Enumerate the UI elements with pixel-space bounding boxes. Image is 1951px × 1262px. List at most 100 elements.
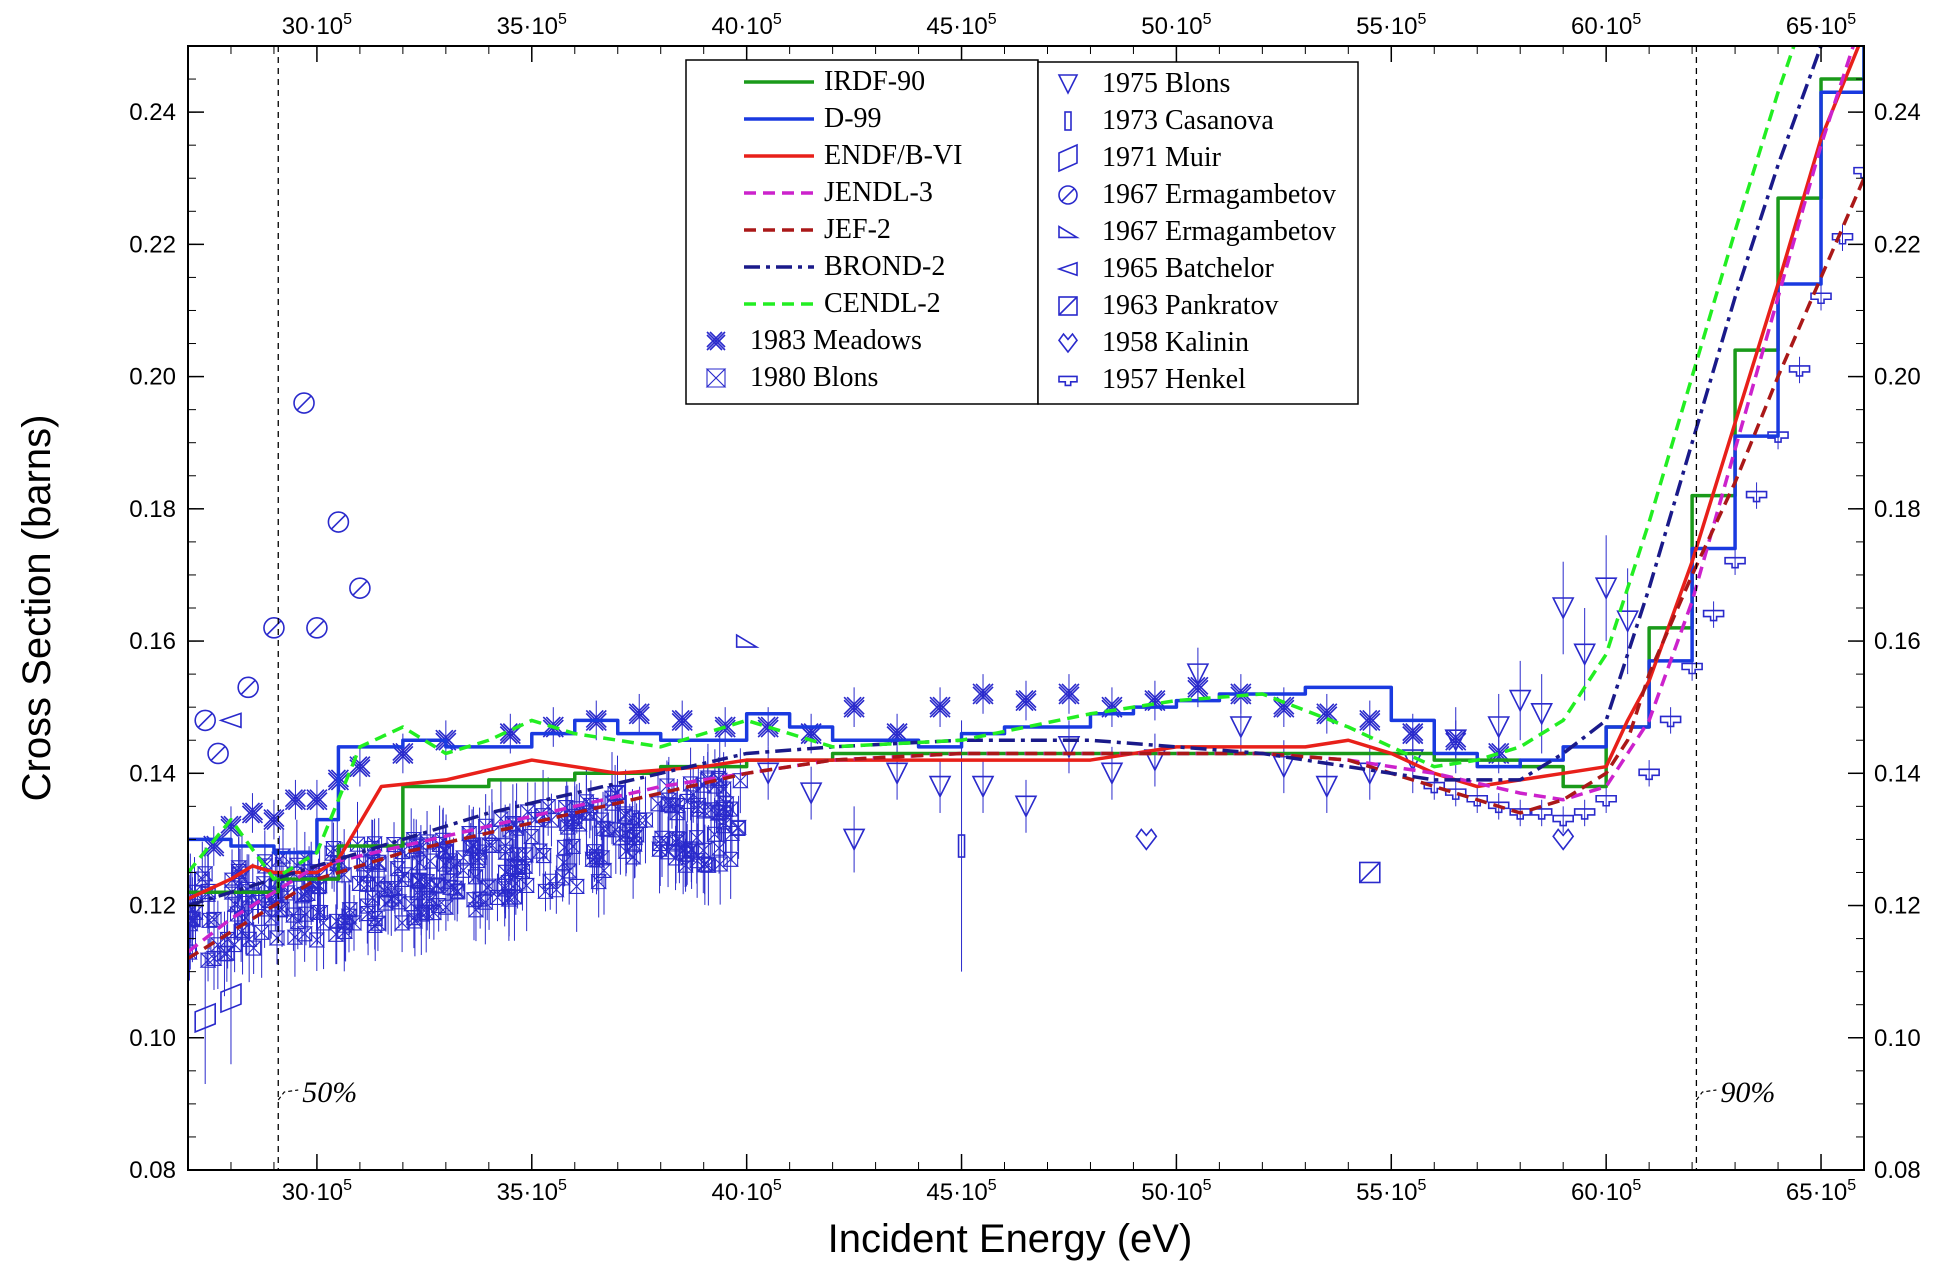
data-point [312,904,329,921]
y-tick-label-left: 0.18 [129,496,176,523]
triangle-marker-path [1315,775,1339,799]
data-point [369,915,387,931]
data-point [194,1002,216,1034]
data-point [1659,715,1682,728]
data-point [971,775,995,799]
y-tick-label-right: 0.12 [1874,893,1921,920]
legend-label: ENDF/B-VI [824,140,962,171]
data-point [548,882,565,898]
henkel-marker-path [1444,788,1467,800]
series-1957-henkel [1423,158,1864,833]
meadows-marker-path [241,802,264,824]
legend-frame [1037,61,1359,405]
x-tick-label-bottom: 50·105 [1141,1177,1211,1206]
bowtie-marker-path [684,786,702,802]
data-point [1144,689,1166,712]
meadows-marker-path [263,809,285,831]
data-point [628,827,645,843]
bowtie-marker-path [500,874,517,891]
triangle-marker-path [842,828,866,852]
data-point [756,762,780,786]
data-point [240,931,258,947]
data-point [928,775,952,799]
y-tick-label-right: 0.14 [1874,760,1921,787]
data-point [555,855,573,871]
data-point [612,830,629,846]
x-tick-label-top: 35·105 [497,11,567,40]
threshold-label: 50% [302,1076,357,1109]
data-point [411,874,429,890]
henkel-marker-path [1466,794,1489,807]
data-point [972,683,994,705]
data-point [284,789,307,811]
y-axis-title: Cross Section (barns) [15,415,59,802]
legend-entry-jef-2: JEF-2 [744,214,891,245]
bowtie-marker-path [522,829,540,845]
bowtie-marker-path [463,837,481,853]
data-point [1595,794,1617,807]
heart-diamond-marker-path [1135,828,1158,851]
bowtie-marker-path [375,882,393,898]
data-point [499,723,521,745]
bowtie-marker-path [653,830,671,846]
henkel-marker-path [1659,715,1682,728]
circle-marker-path [1058,185,1078,205]
triangle-marker-path [971,775,995,799]
legend-entry-irdf-90: IRDF-90 [744,66,925,97]
triangle-marker-path [756,762,780,786]
meadows-marker-path [284,789,307,811]
x-tick-exponent: 5 [343,1177,352,1194]
meadows-marker-path [628,703,650,725]
data-point [218,712,242,729]
data-point [1552,828,1575,851]
x-tick-exponent: 5 [1418,1177,1427,1194]
x-tick-exponent: 5 [773,1177,782,1194]
bowtie-marker-path [465,892,483,908]
legend-label: 1980 Blons [750,362,878,393]
data-point [1573,808,1596,820]
data-point [1594,577,1618,600]
box-marker-path [1358,861,1381,884]
x-tick-label-top: 40·105 [712,11,782,40]
data-point [1316,703,1338,725]
slash-marker-path [1058,296,1078,316]
henkel-marker-path [1681,662,1703,675]
bowtie-marker-path [359,876,376,892]
series-line-cendl-2 [188,46,1796,881]
data-point [886,723,908,745]
meadows-marker-path [499,723,521,745]
triangle-marker-path [928,775,952,799]
circle-marker-path [327,511,350,533]
meadows-marker-path [1101,696,1123,718]
data-point [241,802,264,824]
data-point [349,756,371,778]
x-tick-label-bottom: 30·105 [282,1177,352,1206]
meadows-marker-path [392,742,414,765]
data-point [1810,292,1832,305]
plot-data-layer [188,46,1864,1085]
triangle-marker-path [1057,74,1079,95]
data-point [957,834,966,858]
y-tick-label-right: 0.22 [1874,231,1921,258]
data-point [653,830,671,846]
bowtie-marker-path [421,893,438,909]
data-point [449,883,467,899]
legend-swatch-marker [1058,185,1078,205]
x-tick-exponent: 5 [1847,1177,1856,1194]
legend-label: 1957 Henkel [1102,364,1246,395]
box-marker-path [1058,296,1078,316]
data-point [1767,431,1789,443]
data-point [465,892,483,908]
henkel-marker-path [1058,375,1078,387]
triangle-marker-path [1508,689,1532,713]
data-point [1135,828,1158,851]
y-tick-label-left: 0.16 [129,628,176,655]
x-tick-label-top: 45·105 [926,11,996,40]
series-1963-pankratov [1358,861,1381,884]
circle-marker-path [306,617,328,639]
x-tick-label-top: 65·105 [1786,11,1856,40]
data-point [598,821,616,837]
x-tick-exponent: 5 [343,11,352,28]
x-tick-exponent: 5 [1847,11,1856,28]
threshold-connector [1695,1089,1717,1101]
